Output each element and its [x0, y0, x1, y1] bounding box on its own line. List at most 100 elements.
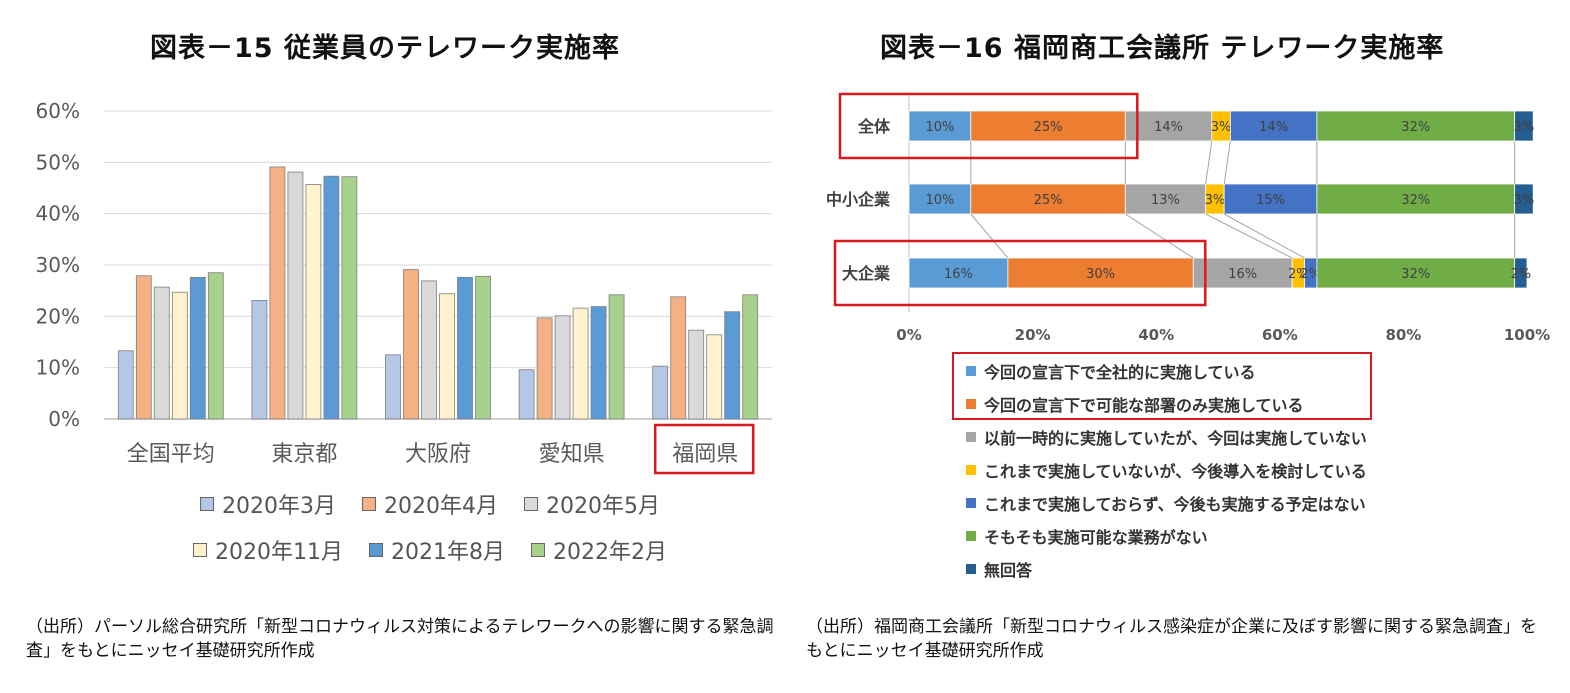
legend-label: 2020年3月 [222, 494, 336, 519]
x-category-label: 全国平均 [127, 442, 215, 467]
series-connector-line [1223, 213, 1305, 259]
y-tick-label: 0% [48, 407, 80, 431]
legend-item: 今回の宣言下で全社的に実施している [966, 354, 1367, 387]
legend-label: 2021年8月 [390, 540, 505, 565]
data-label: 10% [925, 120, 954, 135]
right-chart-title: 図表－16 福岡商工会議所 テレワーク実施率 [880, 33, 1445, 64]
bar [457, 276, 473, 420]
y-tick-label: 20% [36, 304, 80, 328]
bar [724, 311, 741, 420]
legend-swatch [966, 431, 976, 442]
legend-label: 無回答 [984, 560, 1033, 580]
data-label: 14% [1259, 120, 1288, 135]
legend-item: 以前一時的に実施していたが、今回は実施していない [966, 420, 1367, 453]
bar [742, 294, 759, 420]
stacked-bar-segment [908, 257, 1009, 289]
bar [153, 286, 170, 420]
legend-swatch [524, 497, 538, 511]
legend-swatch [966, 530, 976, 541]
data-label: 15% [1256, 193, 1285, 208]
x-tick-label: 100% [1504, 326, 1550, 344]
legend-swatch [966, 464, 976, 475]
legend-item: 無回答 [966, 552, 1367, 585]
left-source-note: （出所）パーソル総合研究所「新型コロナウィルス対策によるテレワークへの影響に関す… [26, 617, 774, 661]
data-label: 32% [1401, 120, 1430, 135]
data-label: 3% [1205, 193, 1226, 208]
x-category-label: 大阪府 [405, 442, 471, 467]
legend-label: これまで実施していないが、今後導入を検討している [984, 461, 1367, 481]
bar [670, 296, 687, 420]
legend-swatch [530, 543, 545, 557]
data-label: 25% [1034, 193, 1063, 208]
series-connector-line [1205, 140, 1213, 185]
bar [189, 276, 206, 420]
left-chart-title: 図表－15 従業員のテレワーク実施率 [150, 33, 620, 64]
stacked-bar-segment [1514, 257, 1528, 289]
data-label: 32% [1401, 193, 1430, 208]
legend-item: 2020年3月 [200, 488, 336, 520]
data-label: 3% [1211, 120, 1232, 135]
legend-item: 今回の宣言下で可能な部署のみ実施している [966, 387, 1367, 420]
y-tick-label: 60% [36, 99, 80, 123]
legend-swatch [193, 543, 207, 557]
stacked-bar-segment [1316, 183, 1516, 215]
legend-label: 2022年2月 [552, 540, 667, 565]
bar [572, 307, 589, 420]
x-category-label: 東京都 [271, 442, 337, 467]
data-label: 14% [1154, 120, 1183, 135]
legend-label: 2020年11月 [215, 540, 343, 565]
bar [439, 293, 455, 420]
y-tick-label: 10% [36, 356, 80, 380]
highlight-box [833, 239, 1207, 307]
stacked-bar-segment [1007, 257, 1194, 289]
stacked-bar-segment [908, 183, 972, 215]
x-tick-label: 80% [1385, 326, 1421, 344]
y-category-label: 全体 [857, 117, 891, 136]
series-connector-line [1125, 213, 1194, 259]
series-connector-line [1205, 213, 1293, 259]
legend-item: これまで実施していないが、今後導入を検討している [966, 453, 1367, 486]
legend-label: 今回の宣言下で可能な部署のみ実施している [984, 395, 1304, 415]
x-tick-label: 60% [1262, 326, 1298, 344]
left-legend: 2020年3月 2020年4月 2020年5月 2020年11月 2021年8月 2022… [110, 488, 750, 580]
data-label: 16% [944, 267, 973, 282]
legend-item: 2022年2月 [530, 534, 667, 566]
legend-label: 以前一時的に実施していたが、今回は実施していない [984, 428, 1367, 448]
x-tick-label: 40% [1138, 326, 1174, 344]
bar [385, 354, 401, 420]
stacked-bar-segment [1124, 183, 1207, 215]
legend-item: 2020年5月 [524, 488, 660, 520]
bar [341, 176, 358, 420]
bar [706, 334, 723, 420]
bar [554, 315, 571, 420]
legend-swatch [966, 365, 976, 376]
data-label: 16% [1228, 267, 1257, 282]
legend-swatch [200, 497, 214, 511]
legend-label: これまで実施しておらず、今後も実施する予定はない [984, 494, 1366, 514]
right-source-note: （出所）福岡商工会議所「新型コロナウィルス感染症が企業に及ぼす影響に関する緊急調… [806, 617, 1537, 661]
stacked-bar-segment [1514, 110, 1534, 142]
stacked-bar-segment [1514, 183, 1534, 215]
stacked-bar-segment [1124, 110, 1213, 142]
bar [171, 291, 188, 420]
legend-swatch [368, 543, 383, 557]
bar [117, 350, 134, 420]
left-bar-chart: 0% 10% 20% 30% 40% 50% 60% 全国平均 東京都 大阪府 愛知県 福岡県 [36, 99, 772, 475]
right-stacked-bar-chart: 10% 25% 14% 3% 14% 32% 3% 全体 10% 25% 13% 3% 15% 32% 3%… [826, 92, 1550, 344]
highlight-box [653, 423, 755, 475]
bar [475, 275, 491, 420]
bar [305, 184, 322, 420]
bar [652, 365, 669, 420]
legend-label: そもそも実施可能な業務がない [984, 527, 1208, 547]
legend-swatch [966, 497, 976, 508]
legend-item: 2020年11月 [193, 534, 343, 566]
stacked-bar-segment [1316, 257, 1516, 289]
y-tick-label: 40% [36, 202, 80, 226]
data-label: 2% [1300, 267, 1321, 282]
y-tick-label: 50% [36, 150, 80, 174]
data-label: 32% [1401, 267, 1430, 282]
bar [421, 280, 437, 420]
bar [518, 369, 535, 420]
bar [251, 300, 268, 420]
data-label: 13% [1151, 193, 1180, 208]
